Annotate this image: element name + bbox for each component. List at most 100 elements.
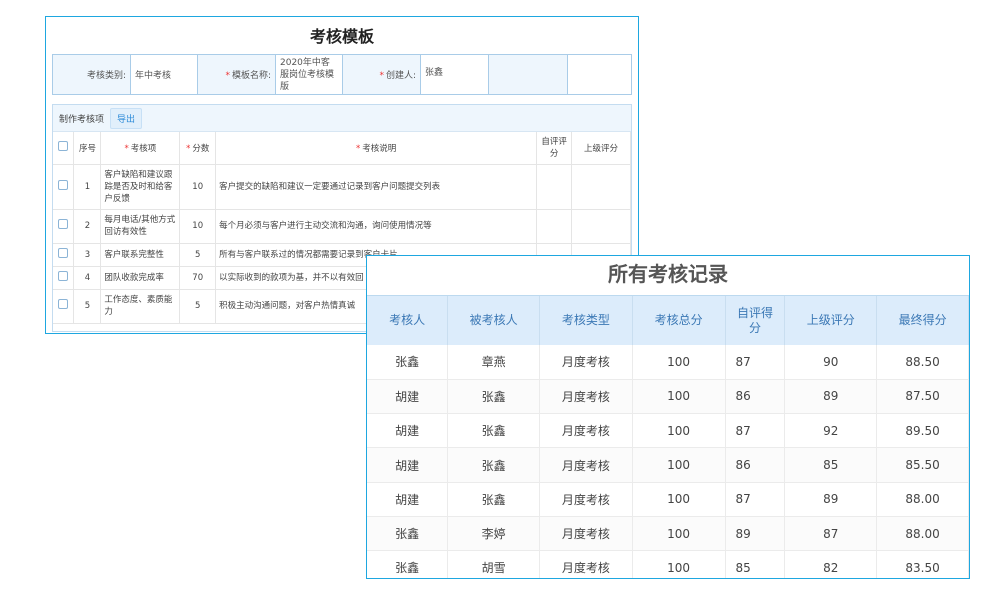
item-name: 客户缺陷和建议跟踪是否及时和给客户反馈 — [100, 164, 181, 210]
item-name: 团队收款完成率 — [100, 266, 181, 290]
record-row[interactable]: 胡建 张鑫 月度考核 100 86 85 85.50 — [367, 447, 969, 483]
template-panel: 考核模板 考核类别: 年中考核 * 模板名称: 2020年中客服岗位考核模版 * 创… — [45, 16, 639, 334]
item-name: 每月电话/其他方式回访有效性 — [100, 209, 181, 244]
item-superior-score[interactable] — [571, 164, 631, 210]
record-cell: 章燕 — [447, 345, 540, 380]
creator-value[interactable]: 张鑫 — [420, 54, 489, 95]
section-label: 制作考核项 — [59, 114, 105, 125]
record-cell: 张鑫 — [447, 379, 540, 415]
records-col: 自评得分 — [725, 296, 786, 345]
item-row: 2 每月电话/其他方式回访有效性 10 每个月必须与客户进行主动交流和沟通，询问… — [53, 209, 631, 244]
col-self: 自评评分 — [536, 132, 573, 165]
required-icon: * — [186, 143, 191, 154]
record-cell: 李婷 — [447, 516, 540, 552]
col-desc: 考核说明 — [362, 143, 397, 154]
item-no: 4 — [73, 266, 102, 290]
record-cell: 85 — [725, 550, 786, 578]
record-cell: 张鑫 — [367, 550, 449, 578]
record-cell: 86 — [725, 379, 786, 415]
records-col: 考核类型 — [539, 296, 633, 345]
item-score: 10 — [179, 209, 217, 244]
record-cell: 100 — [632, 516, 726, 552]
record-cell: 87 — [725, 413, 786, 449]
record-cell: 100 — [632, 379, 726, 415]
item-self-score[interactable] — [536, 209, 573, 244]
row-checkbox[interactable] — [58, 219, 69, 229]
record-cell: 89 — [725, 516, 786, 552]
required-icon: * — [225, 71, 230, 81]
name-value[interactable]: 2020年中客服岗位考核模版 — [275, 54, 343, 95]
category-value[interactable]: 年中考核 — [130, 54, 198, 95]
record-row[interactable]: 胡建 张鑫 月度考核 100 86 89 87.50 — [367, 379, 969, 415]
record-cell: 100 — [632, 482, 726, 517]
item-superior-score[interactable] — [571, 209, 631, 244]
item-name: 客户联系完整性 — [100, 243, 181, 267]
record-cell: 胡建 — [367, 447, 449, 483]
record-cell: 89.50 — [876, 413, 969, 449]
record-cell: 胡雪 — [447, 550, 540, 578]
record-row[interactable]: 张鑫 李婷 月度考核 100 89 87 88.00 — [367, 516, 969, 552]
item-row: 1 客户缺陷和建议跟踪是否及时和给客户反馈 10 客户提交的缺陷和建议一定要通过… — [53, 164, 631, 210]
record-cell: 张鑫 — [447, 447, 540, 483]
record-cell: 87.50 — [876, 379, 969, 415]
record-cell: 张鑫 — [367, 345, 449, 380]
record-cell: 月度考核 — [539, 345, 633, 380]
record-cell: 月度考核 — [539, 482, 633, 517]
record-cell: 83.50 — [876, 550, 969, 578]
record-cell: 100 — [632, 413, 726, 449]
records-col: 考核总分 — [632, 296, 726, 345]
records-col: 上级评分 — [784, 296, 878, 345]
template-title: 考核模板 — [309, 27, 374, 46]
item-no: 3 — [73, 243, 102, 267]
record-cell: 89 — [784, 379, 878, 415]
record-cell: 胡建 — [367, 379, 449, 415]
record-row[interactable]: 胡建 张鑫 月度考核 100 87 89 88.00 — [367, 482, 969, 517]
record-cell: 87 — [725, 345, 786, 380]
record-cell: 88.00 — [876, 482, 969, 517]
required-icon: * — [356, 143, 361, 154]
required-icon: * — [379, 71, 384, 81]
record-cell: 胡建 — [367, 413, 449, 449]
row-checkbox[interactable] — [58, 179, 69, 190]
item-score: 5 — [179, 289, 217, 324]
records-table: 考核人 被考核人 考核类型 考核总分 自评得分 上级评分 最终得分 张鑫 章燕 月度考核 100 8… — [367, 296, 969, 578]
record-cell: 张鑫 — [447, 482, 540, 517]
col-score: 分数 — [192, 143, 210, 154]
item-self-score[interactable] — [536, 164, 573, 210]
export-button[interactable]: 导出 — [110, 107, 143, 129]
item-desc: 每个月必须与客户进行主动交流和沟通，询问使用情况等 — [215, 209, 538, 244]
items-table: 序号 * 考核项 * 分数 * 考核说明 自评评分 上级评分 1 客户缺陷和建议跟踪是… — [53, 132, 631, 324]
record-cell: 月度考核 — [539, 516, 633, 552]
record-cell: 月度考核 — [539, 413, 633, 449]
record-row[interactable]: 张鑫 胡雪 月度考核 100 85 82 83.50 — [367, 550, 969, 578]
row-checkbox[interactable] — [58, 270, 69, 281]
row-checkbox[interactable] — [58, 247, 69, 258]
record-cell: 100 — [632, 345, 726, 380]
item-no: 1 — [73, 164, 102, 210]
item-score: 70 — [179, 266, 217, 290]
item-no: 2 — [73, 209, 102, 244]
empty-cell — [567, 54, 632, 95]
record-cell: 86 — [725, 447, 786, 483]
item-desc: 客户提交的缺陷和建议一定要通过记录到客户问题提交列表 — [215, 164, 538, 210]
record-cell: 张鑫 — [447, 413, 540, 449]
record-cell: 张鑫 — [367, 516, 449, 552]
row-checkbox[interactable] — [58, 299, 69, 309]
record-cell: 82 — [784, 550, 878, 578]
record-row[interactable]: 胡建 张鑫 月度考核 100 87 92 89.50 — [367, 413, 969, 449]
required-icon: * — [124, 143, 129, 154]
record-row[interactable]: 张鑫 章燕 月度考核 100 87 90 88.50 — [367, 345, 969, 380]
col-superior: 上级评分 — [571, 132, 631, 165]
record-cell: 100 — [632, 550, 726, 578]
select-all-checkbox[interactable] — [58, 141, 69, 152]
records-col: 考核人 — [367, 296, 449, 345]
item-score: 5 — [179, 243, 217, 267]
item-score: 10 — [179, 164, 217, 210]
records-col: 最终得分 — [876, 296, 969, 345]
item-name: 工作态度、素质能力 — [100, 289, 181, 324]
records-title: 所有考核记录 — [367, 256, 969, 296]
record-cell: 胡建 — [367, 482, 449, 517]
record-cell: 月度考核 — [539, 379, 633, 415]
record-cell: 88.50 — [876, 345, 969, 380]
record-cell: 90 — [784, 345, 878, 380]
